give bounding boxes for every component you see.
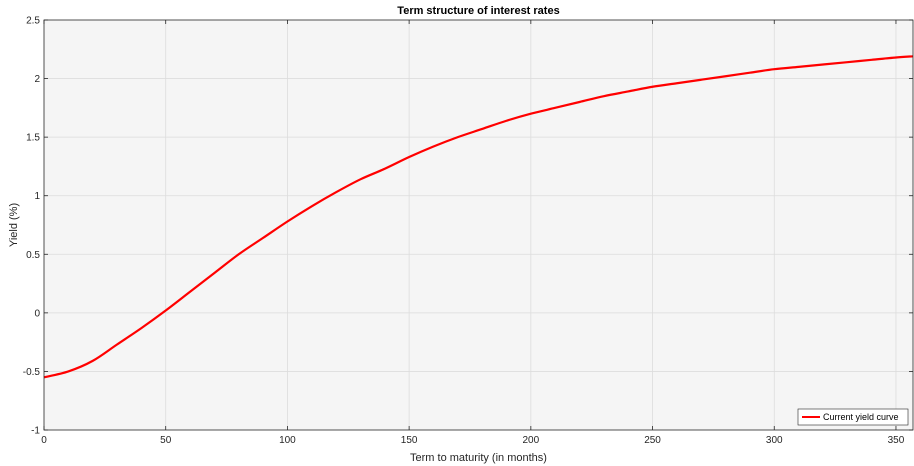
x-tick-label: 200 [522, 435, 539, 446]
x-tick-label: 100 [279, 435, 296, 446]
y-tick-label: 1 [34, 191, 40, 202]
x-tick-label: 0 [41, 435, 47, 446]
y-tick-label: 2 [34, 74, 40, 85]
x-tick-label: 350 [888, 435, 905, 446]
series-layer [43, 55, 914, 379]
y-tick-label: -1 [31, 426, 40, 437]
y-tick-label: 0.5 [26, 250, 40, 261]
x-tick-label: 150 [401, 435, 418, 446]
legend-box [797, 408, 909, 426]
y-tick-label: -0.5 [23, 367, 41, 378]
tick-marks [43, 19, 913, 431]
plot-area-border [43, 19, 914, 431]
x-tick-label: 250 [644, 435, 661, 446]
series-line-current-yield-curve [43, 55, 914, 379]
y-tick-label: 0 [34, 308, 40, 319]
y-tick-label: 2.5 [26, 16, 40, 27]
plot-area-background [44, 20, 913, 430]
x-tick-labels: 0 50 100 150 200 250 300 350 [41, 435, 905, 446]
y-tick-labels: -1 -0.5 0 0.5 1 1.5 2 2.5 [23, 16, 41, 437]
x-axis-label: Term to maturity (in months) [410, 452, 547, 464]
grid-lines [44, 20, 913, 430]
x-tick-label: 300 [766, 435, 783, 446]
y-axis-label: Yield (%) [8, 203, 20, 247]
chart-title: Term structure of interest rates [397, 5, 559, 17]
legend-label-current-yield-curve: Current yield curve [823, 412, 899, 422]
y-tick-label: 1.5 [26, 133, 40, 144]
x-tick-label: 50 [160, 435, 172, 446]
legend: Current yield curve [797, 408, 909, 426]
